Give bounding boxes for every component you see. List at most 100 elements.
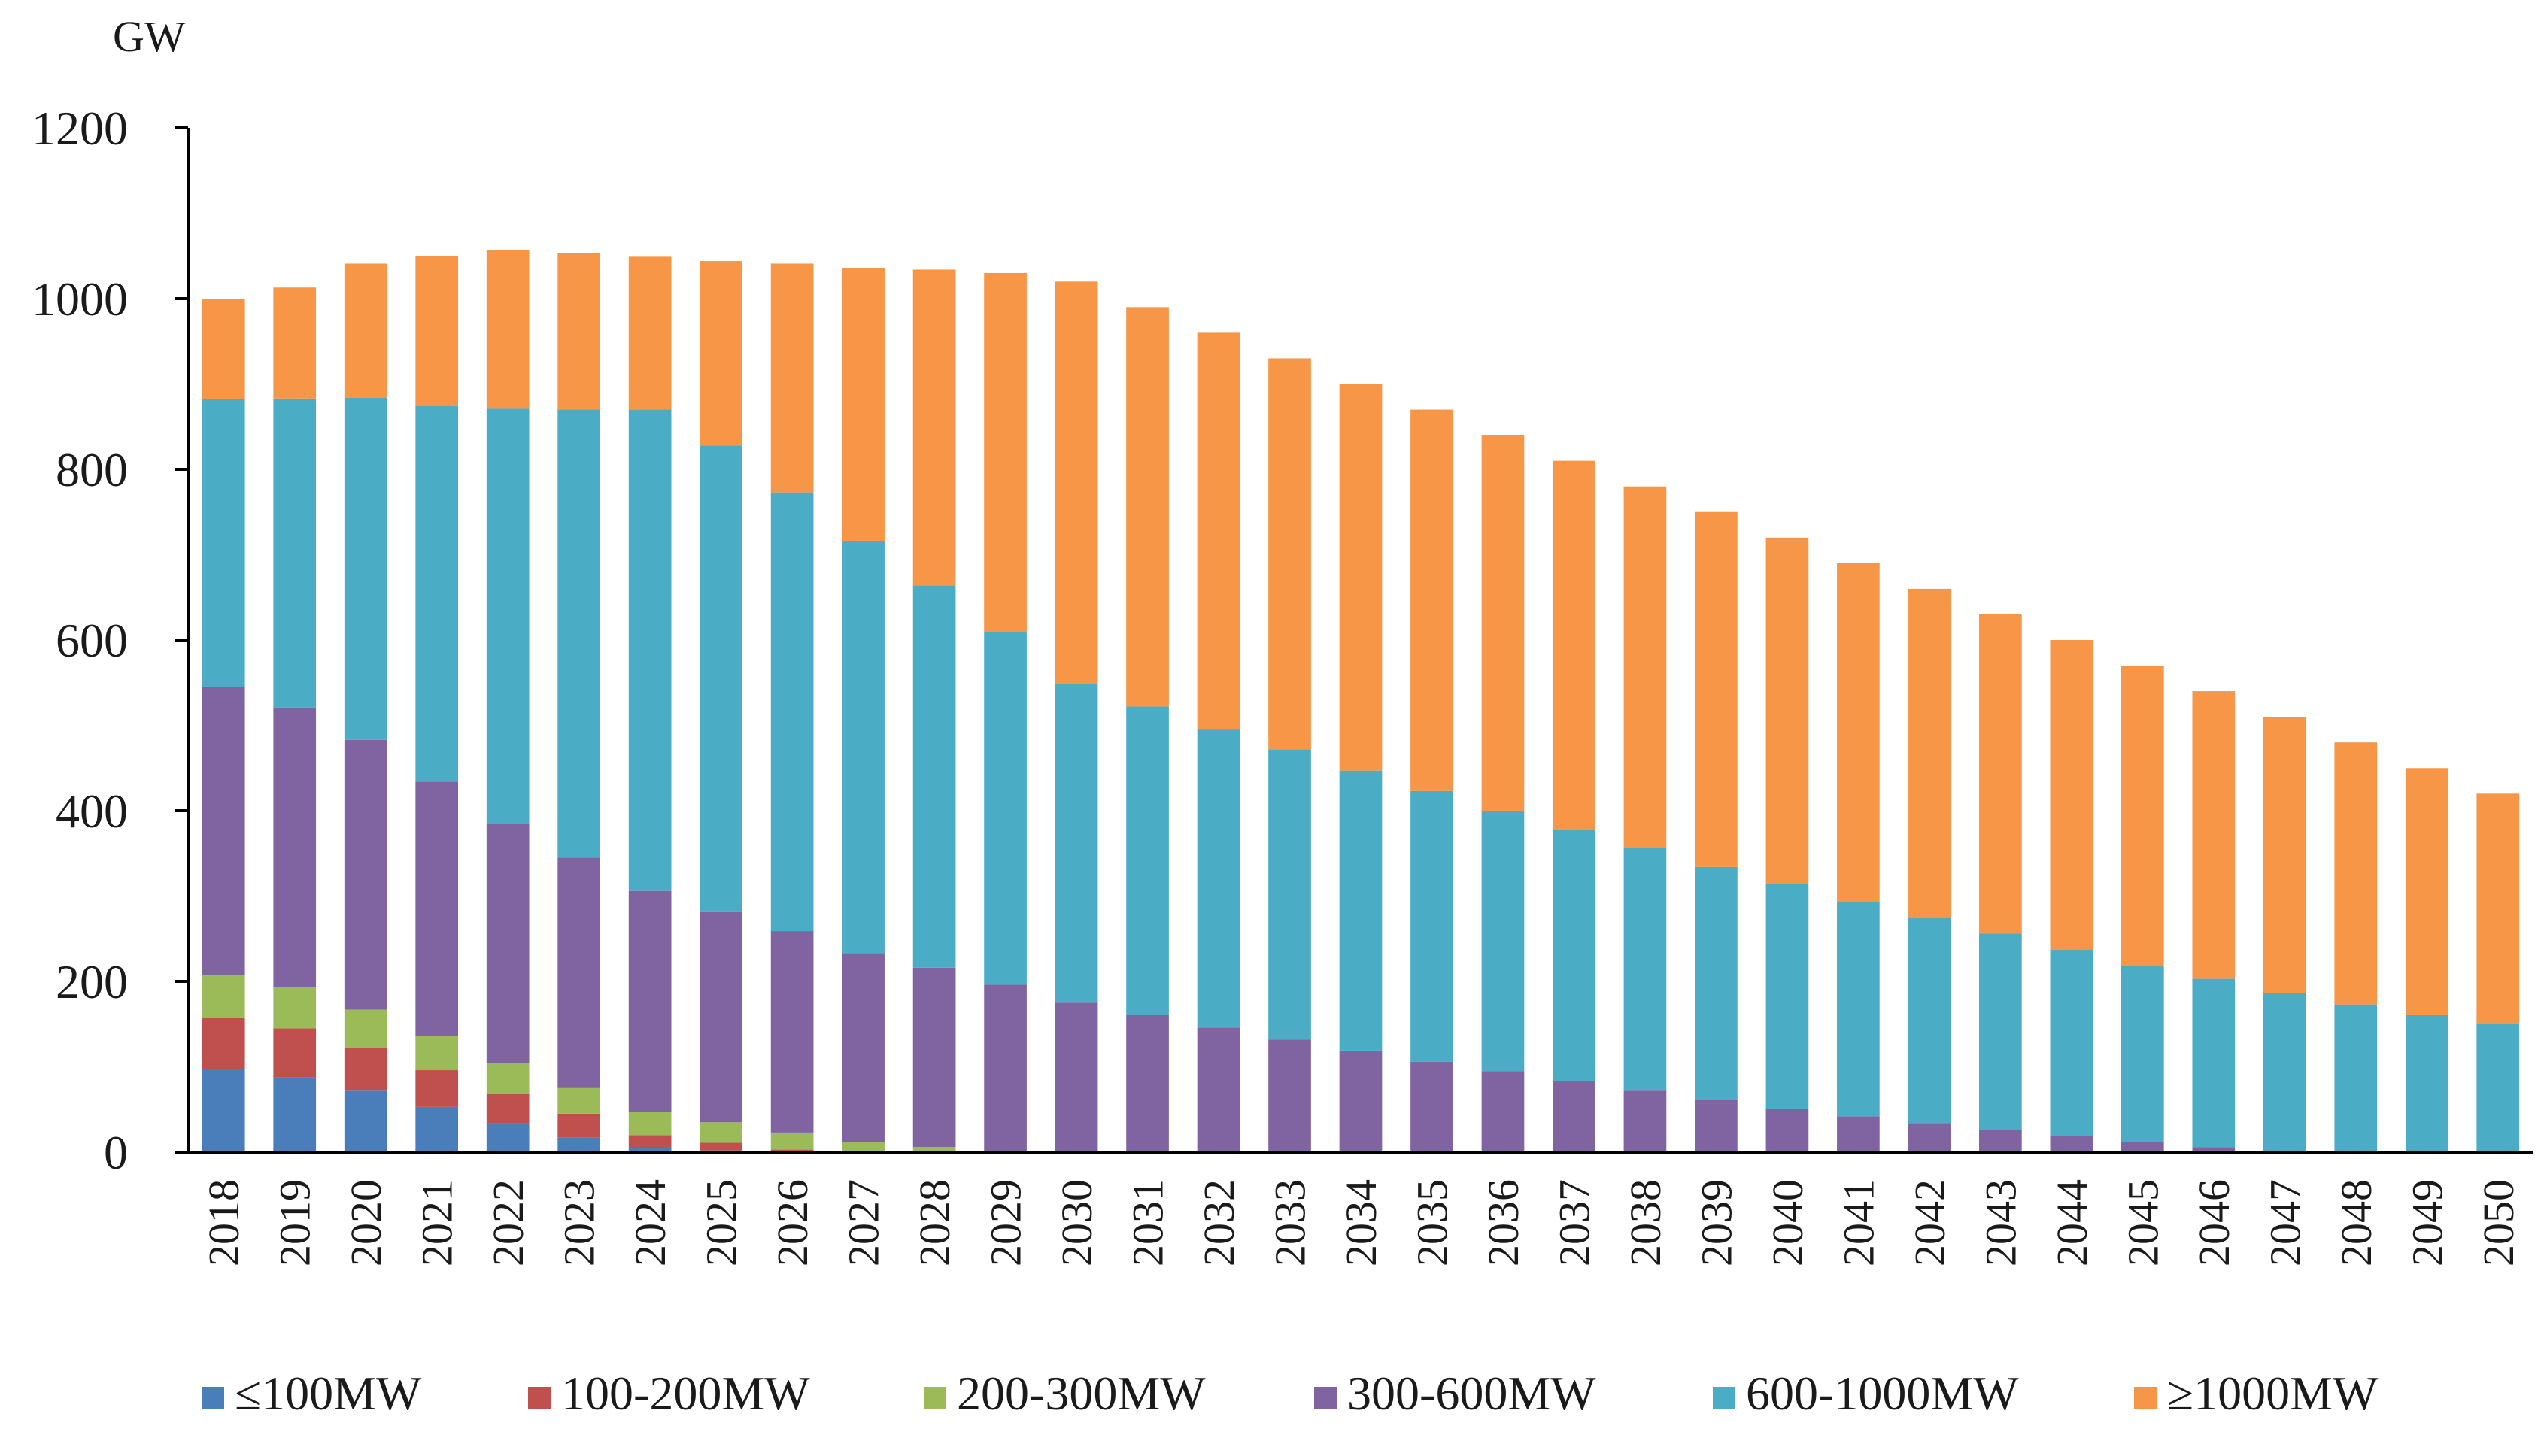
x-tick-label: 2028 (910, 1179, 959, 1266)
bar-segment-2026-series-2 (770, 1132, 814, 1150)
bar-segment-2046-series-3 (2192, 1147, 2236, 1152)
x-tick-labels: 2018 2019 2020 2021 2022 2023 2024 2025 2026 2027… (199, 1179, 2523, 1266)
bar-segment-2019-series-2 (273, 987, 317, 1029)
bar-segment-2050-series-5 (2476, 793, 2520, 1024)
legend-label-4: 600-1000MW (1746, 1367, 2019, 1420)
x-tick-label: 2032 (1195, 1179, 1243, 1266)
bar-segment-2018-series-0 (202, 1069, 245, 1152)
bar-segment-2023-series-2 (557, 1087, 601, 1114)
bar-segment-2018-series-5 (202, 299, 245, 399)
bar-segment-2021-series-4 (415, 406, 459, 782)
bar-segment-2034-series-4 (1339, 770, 1383, 1051)
bar-segment-2035-series-4 (1410, 790, 1453, 1062)
bar-segment-2047-series-5 (2263, 717, 2306, 993)
bar-segment-2027-series-2 (842, 1142, 885, 1151)
bar-segment-2025-series-2 (700, 1122, 742, 1143)
bar-segment-2047-series-4 (2263, 993, 2306, 1152)
x-tick-label: 2031 (1124, 1179, 1173, 1266)
bar-segment-2042-series-3 (1908, 1123, 1951, 1152)
bar-segment-2026-series-4 (770, 492, 814, 932)
bar-segment-2024-series-2 (628, 1112, 672, 1136)
x-tick-label: 2024 (626, 1179, 675, 1266)
y-tick-label: 400 (56, 784, 128, 838)
x-tick-label: 2034 (1337, 1179, 1386, 1266)
bar-segment-2049-series-4 (2405, 1015, 2448, 1152)
bar-segment-2020-series-1 (344, 1048, 387, 1091)
bar-segment-2044-series-5 (2050, 640, 2093, 951)
bar-segment-2032-series-4 (1197, 729, 1240, 1028)
bar-segment-2023-series-5 (557, 253, 601, 410)
bar-segment-2039-series-5 (1695, 511, 1738, 867)
x-tick-label: 2036 (1479, 1179, 1528, 1266)
bar-segment-2028-series-2 (912, 1147, 956, 1152)
bar-segment-2025-series-4 (700, 445, 742, 912)
bar-segment-2025-series-1 (700, 1142, 742, 1151)
bar-segment-2027-series-4 (842, 541, 885, 954)
bar-segment-2030-series-4 (1055, 684, 1098, 1003)
bar-segment-2034-series-3 (1339, 1050, 1383, 1152)
bar-segment-2033-series-5 (1268, 358, 1311, 750)
x-tick-label: 2030 (1052, 1179, 1101, 1266)
bar-segment-2043-series-4 (1979, 933, 2022, 1130)
x-tick-label: 2037 (1550, 1179, 1599, 1266)
bar-segment-2041-series-5 (1837, 563, 1880, 902)
bar-segment-2039-series-4 (1695, 866, 1738, 1100)
bar-segment-2036-series-3 (1481, 1071, 1525, 1152)
bar-segment-2046-series-4 (2192, 978, 2236, 1148)
bar-segment-2027-series-5 (842, 268, 885, 541)
bar-segment-2042-series-5 (1908, 588, 1951, 919)
bar-segment-2023-series-0 (557, 1137, 601, 1152)
bar-segment-2024-series-5 (628, 256, 672, 410)
bar-segment-2048-series-4 (2334, 1004, 2378, 1152)
bar-segment-2030-series-5 (1055, 281, 1098, 685)
bar-segment-2021-series-3 (415, 781, 459, 1036)
legend-swatch-0 (202, 1387, 224, 1409)
x-tick-label: 2043 (1976, 1179, 2025, 1266)
legend-label-1: 100-200MW (561, 1367, 810, 1420)
x-tick-label: 2041 (1834, 1179, 1883, 1266)
bar-segment-2027-series-3 (842, 953, 885, 1142)
bar-segment-2018-series-1 (202, 1018, 245, 1069)
bar-segment-2035-series-5 (1410, 409, 1453, 791)
axes-layer (175, 126, 2533, 1154)
y-axis-unit-label: GW (113, 12, 186, 61)
bar-segment-2022-series-5 (486, 250, 530, 409)
bar-segment-2020-series-4 (344, 397, 387, 740)
bar-segment-2028-series-5 (912, 269, 956, 586)
bar-segment-2024-series-0 (628, 1148, 672, 1152)
bar-segment-2045-series-4 (2121, 966, 2164, 1142)
legend-label-2: 200-300MW (957, 1367, 1206, 1420)
x-tick-label: 2021 (413, 1179, 462, 1266)
bar-segment-2018-series-2 (202, 975, 245, 1018)
bar-segment-2031-series-3 (1126, 1015, 1169, 1152)
bar-segment-2022-series-3 (486, 824, 530, 1063)
x-tick-label: 2045 (2118, 1179, 2167, 1266)
bar-segment-2041-series-4 (1837, 902, 1880, 1117)
y-tick-label: 200 (56, 955, 128, 1009)
bar-segment-2037-series-3 (1553, 1081, 1595, 1152)
bar-segment-2031-series-4 (1126, 706, 1169, 1015)
x-tick-label: 2025 (697, 1179, 746, 1266)
y-tick-label: 1000 (32, 272, 128, 326)
bar-segment-2033-series-4 (1268, 749, 1311, 1040)
x-tick-label: 2033 (1266, 1179, 1315, 1266)
bar-segment-2049-series-5 (2405, 768, 2448, 1015)
bar-segment-2040-series-5 (1765, 537, 1809, 884)
x-tick-label: 2044 (2048, 1179, 2096, 1266)
x-tick-label: 2042 (1905, 1179, 1954, 1266)
bar-segment-2019-series-3 (273, 707, 317, 987)
legend: ≤100MW 100-200MW 200-300MW 300-600MW 600-100… (202, 1367, 2379, 1420)
bar-segment-2030-series-3 (1055, 1002, 1098, 1152)
legend-swatch-3 (1314, 1387, 1337, 1409)
bar-segment-2026-series-5 (770, 263, 814, 493)
bar-segment-2032-series-5 (1197, 332, 1240, 730)
x-tick-label: 2022 (484, 1179, 533, 1266)
bar-segment-2029-series-5 (984, 272, 1027, 632)
x-tick-label: 2020 (342, 1179, 390, 1266)
bar-segment-2021-series-0 (415, 1106, 459, 1152)
bar-segment-2034-series-5 (1339, 384, 1383, 771)
bar-segment-2032-series-3 (1197, 1027, 1240, 1152)
bar-segment-2018-series-3 (202, 687, 245, 976)
bar-segment-2026-series-3 (770, 931, 814, 1133)
